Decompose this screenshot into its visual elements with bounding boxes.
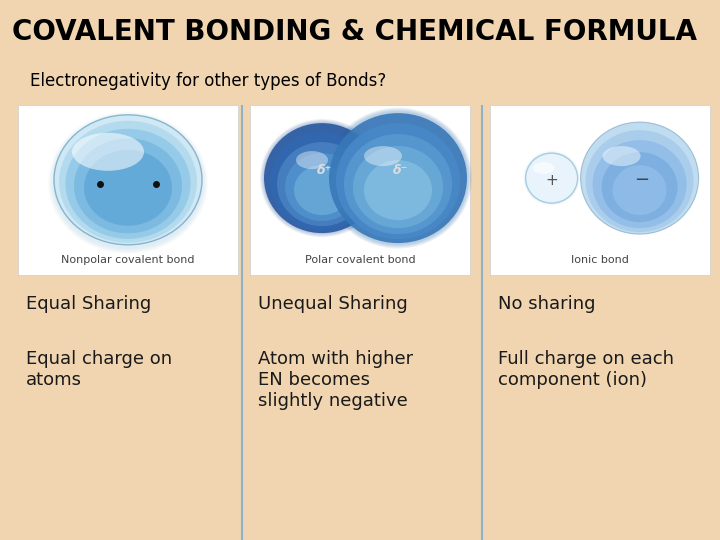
Text: COVALENT BONDING & CHEMICAL FORMULA: COVALENT BONDING & CHEMICAL FORMULA: [12, 18, 697, 46]
Ellipse shape: [329, 113, 467, 243]
Ellipse shape: [264, 123, 380, 233]
Ellipse shape: [325, 109, 470, 247]
Text: Electronegativity for other types of Bonds?: Electronegativity for other types of Bon…: [30, 72, 386, 90]
Ellipse shape: [526, 153, 577, 203]
Ellipse shape: [50, 113, 207, 252]
Ellipse shape: [603, 146, 641, 166]
Ellipse shape: [261, 120, 383, 237]
Text: Full charge on each
component (ion): Full charge on each component (ion): [498, 350, 674, 389]
Ellipse shape: [523, 151, 580, 206]
Ellipse shape: [285, 153, 359, 221]
Ellipse shape: [580, 122, 698, 234]
Ellipse shape: [264, 123, 380, 234]
Text: Atom with higher
EN becomes
slightly negative: Atom with higher EN becomes slightly neg…: [258, 350, 413, 410]
Ellipse shape: [525, 153, 578, 204]
Ellipse shape: [364, 146, 402, 166]
Ellipse shape: [296, 151, 328, 169]
Text: −: −: [634, 171, 649, 189]
FancyBboxPatch shape: [250, 105, 470, 275]
Ellipse shape: [53, 116, 204, 249]
Ellipse shape: [533, 162, 554, 174]
FancyBboxPatch shape: [490, 105, 710, 275]
Ellipse shape: [54, 115, 202, 245]
Ellipse shape: [262, 121, 382, 235]
Ellipse shape: [344, 134, 452, 234]
Ellipse shape: [328, 111, 469, 245]
Ellipse shape: [84, 150, 172, 226]
Ellipse shape: [59, 121, 197, 243]
Ellipse shape: [593, 140, 687, 228]
Ellipse shape: [364, 160, 432, 220]
Ellipse shape: [613, 165, 667, 215]
Ellipse shape: [52, 116, 204, 250]
Ellipse shape: [260, 119, 384, 237]
Ellipse shape: [270, 132, 374, 230]
Text: No sharing: No sharing: [498, 295, 595, 313]
Ellipse shape: [53, 117, 203, 249]
Text: +: +: [545, 173, 558, 187]
Ellipse shape: [72, 133, 144, 171]
Ellipse shape: [51, 114, 205, 251]
Ellipse shape: [585, 130, 693, 232]
Text: Polar covalent bond: Polar covalent bond: [305, 255, 415, 265]
Ellipse shape: [523, 151, 580, 205]
Ellipse shape: [66, 129, 191, 239]
Ellipse shape: [325, 109, 471, 248]
Ellipse shape: [49, 112, 207, 253]
Ellipse shape: [294, 165, 350, 215]
FancyBboxPatch shape: [18, 105, 238, 275]
Text: Nonpolar covalent bond: Nonpolar covalent bond: [61, 255, 194, 265]
Text: Equal charge on
atoms: Equal charge on atoms: [26, 350, 172, 389]
Text: Ionic bond: Ionic bond: [571, 255, 629, 265]
Ellipse shape: [277, 142, 367, 226]
Ellipse shape: [50, 114, 206, 252]
Text: Unequal Sharing: Unequal Sharing: [258, 295, 408, 313]
Ellipse shape: [602, 152, 678, 222]
Ellipse shape: [324, 107, 472, 248]
Ellipse shape: [74, 138, 182, 233]
Ellipse shape: [353, 146, 443, 228]
Ellipse shape: [327, 110, 469, 246]
Ellipse shape: [48, 112, 208, 254]
Text: δ⁺: δ⁺: [316, 164, 332, 177]
Text: Equal Sharing: Equal Sharing: [26, 295, 151, 313]
Ellipse shape: [336, 123, 460, 239]
Text: δ⁻: δ⁻: [392, 164, 408, 177]
Ellipse shape: [524, 152, 579, 204]
Ellipse shape: [263, 122, 382, 234]
